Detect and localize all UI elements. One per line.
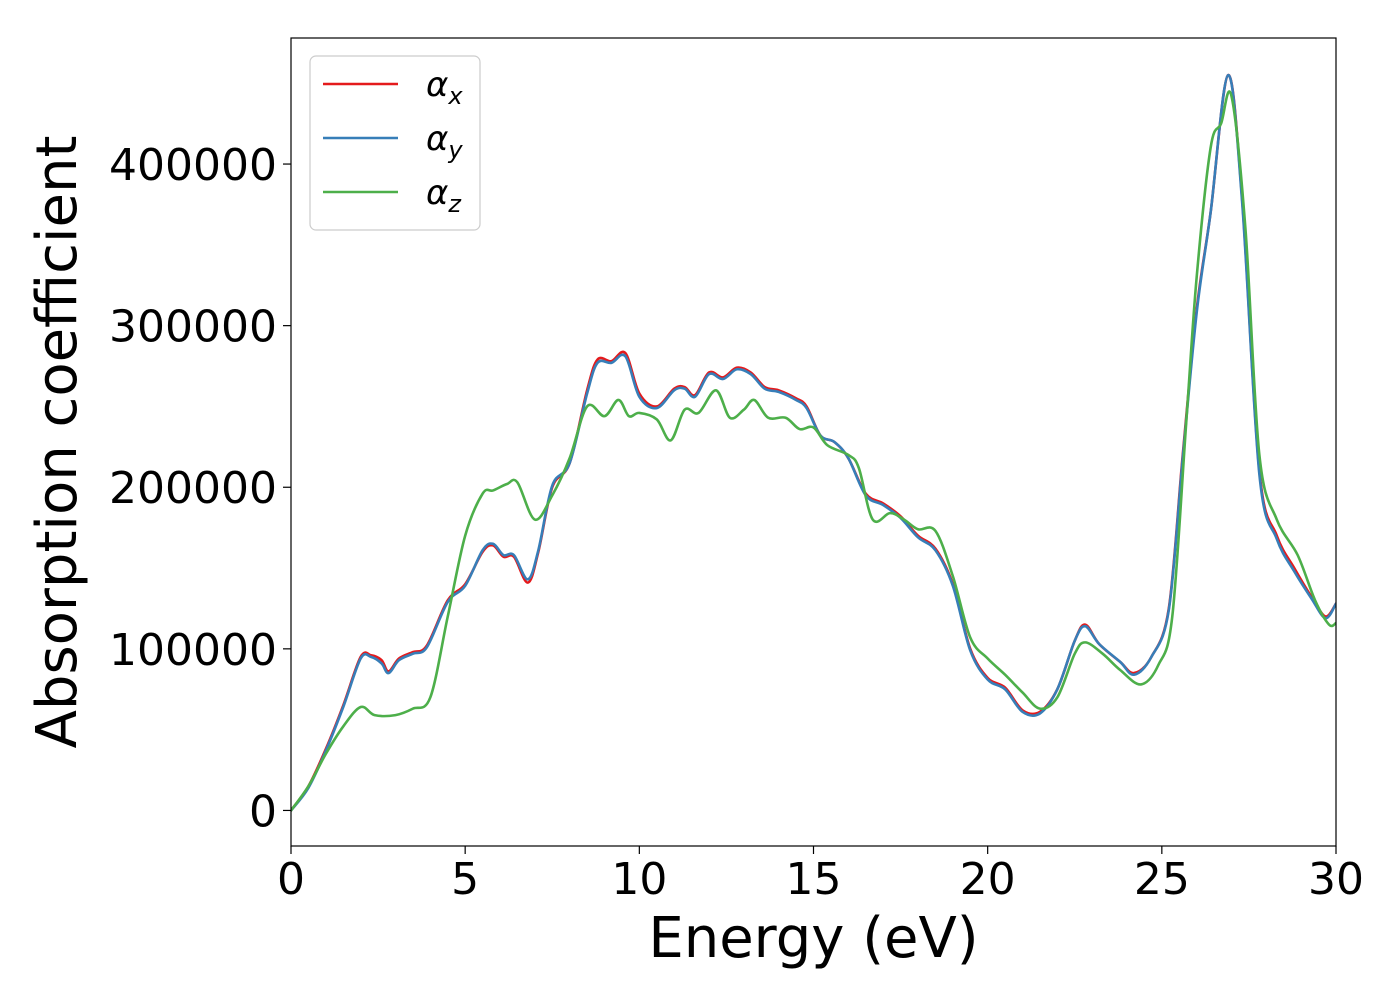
x-axis: 0 5 10 15 20 25 30 <box>277 846 1364 905</box>
y-axis: 0 100000 200000 300000 400000 <box>109 140 291 837</box>
legend-box <box>309 55 481 231</box>
x-tick-label: 25 <box>1134 854 1190 905</box>
y-tick-label: 0 <box>249 786 277 837</box>
legend: αx αy αz <box>309 55 481 231</box>
series-line-alpha-z <box>291 90 1336 812</box>
series-layer <box>291 73 1336 812</box>
y-axis-label: Absorption coefficient <box>25 136 90 749</box>
x-tick-label: 20 <box>960 854 1016 905</box>
x-tick-label: 5 <box>451 854 479 905</box>
y-tick-label: 400000 <box>109 140 277 191</box>
y-tick-label: 300000 <box>109 302 277 353</box>
y-tick-label: 200000 <box>109 463 277 514</box>
x-tick-label: 0 <box>277 854 305 905</box>
x-tick-label: 30 <box>1308 854 1364 905</box>
x-axis-label: Energy (eV) <box>648 906 978 971</box>
y-tick-label: 100000 <box>109 625 277 676</box>
legend-label-alpha-x: αx <box>426 65 463 110</box>
legend-label-alpha-y: αy <box>426 119 463 164</box>
legend-label-alpha-z: αz <box>426 173 462 218</box>
x-tick-label: 10 <box>611 854 667 905</box>
x-tick-label: 15 <box>786 854 842 905</box>
